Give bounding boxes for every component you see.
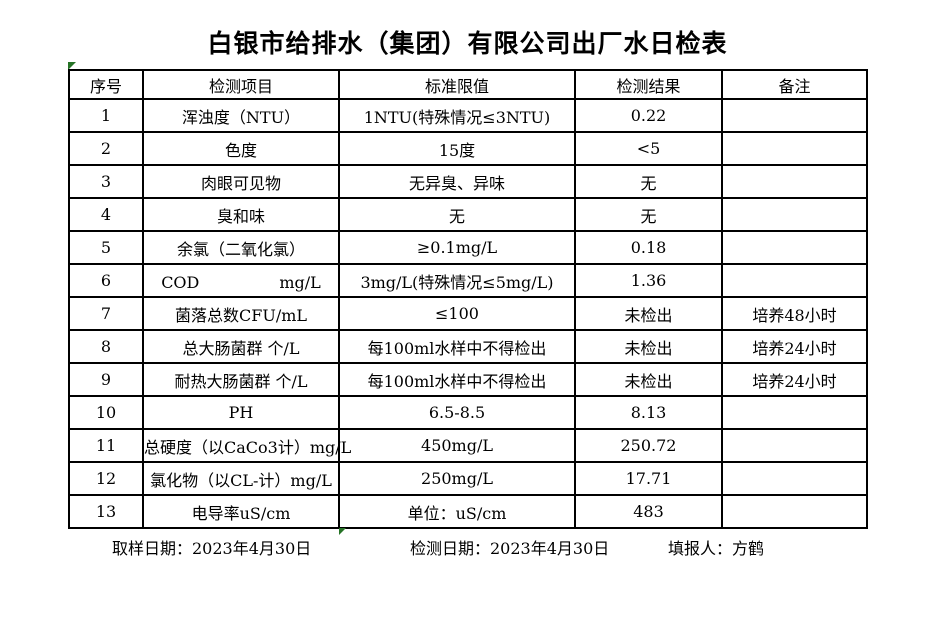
cell-result: 483 bbox=[574, 494, 723, 529]
excel-smart-tag-triangle-icon bbox=[339, 528, 346, 535]
cell-item: 电导率uS/cm bbox=[142, 494, 340, 529]
table-row: 5 余氯（二氧化氯） ≥0.1mg/L 0.18 bbox=[68, 230, 868, 265]
inspection-table: 序号 检测项目 标准限值 检测结果 备注 1 浑浊度（NTU） 1NTU(特殊情况≤… bbox=[68, 69, 868, 529]
cell-limit: 450mg/L bbox=[338, 428, 576, 463]
cell-limit: 1NTU(特殊情况≤3NTU) bbox=[338, 98, 576, 133]
cell-limit: 6.5-8.5 bbox=[338, 395, 576, 430]
cell-result: 未检出 bbox=[574, 362, 723, 397]
cell-index: 12 bbox=[68, 461, 144, 496]
cell-item: 菌落总数CFU/mL bbox=[142, 296, 340, 331]
cell-item: PH bbox=[142, 395, 340, 430]
cell-index: 9 bbox=[68, 362, 144, 397]
table-body: 1 浑浊度（NTU） 1NTU(特殊情况≤3NTU) 0.22 2 色度 15度 <5 3 肉眼可… bbox=[68, 98, 868, 529]
cell-result: 17.71 bbox=[574, 461, 723, 496]
cell-remark bbox=[721, 131, 868, 166]
test-date-label: 检测日期：2023年4月30日 bbox=[410, 539, 610, 558]
cell-index: 8 bbox=[68, 329, 144, 364]
page-title: 白银市给排水（集团）有限公司出厂水日检表 bbox=[207, 29, 728, 58]
column-header-index: 序号 bbox=[68, 69, 144, 100]
cell-index: 6 bbox=[68, 263, 144, 298]
cell-remark bbox=[721, 263, 868, 298]
cell-limit: 每100ml水样中不得检出 bbox=[338, 362, 576, 397]
table-row: 12 氯化物（以CL-计）mg/L 250mg/L 17.71 bbox=[68, 461, 868, 496]
cell-result: 未检出 bbox=[574, 329, 723, 364]
cell-remark bbox=[721, 494, 868, 529]
header-row: 序号 检测项目 标准限值 检测结果 备注 bbox=[68, 69, 868, 100]
cell-item: 肉眼可见物 bbox=[142, 164, 340, 199]
cell-limit: 无异臭、异味 bbox=[338, 164, 576, 199]
cell-limit: 15度 bbox=[338, 131, 576, 166]
cell-limit: 每100ml水样中不得检出 bbox=[338, 329, 576, 364]
table-row: 10 PH 6.5-8.5 8.13 bbox=[68, 395, 868, 430]
cell-item: COD mg/L bbox=[142, 263, 340, 298]
table-row: 4 臭和味无无 bbox=[68, 197, 868, 232]
cell-result: 250.72 bbox=[574, 428, 723, 463]
cell-limit: 3mg/L(特殊情况≤5mg/L) bbox=[338, 263, 576, 298]
cell-remark bbox=[721, 164, 868, 199]
cell-result: 0.18 bbox=[574, 230, 723, 265]
cell-remark: 培养24小时 bbox=[721, 362, 868, 397]
column-header-result: 检测结果 bbox=[574, 69, 723, 100]
cell-index: 5 bbox=[68, 230, 144, 265]
cell-index: 3 bbox=[68, 164, 144, 199]
cell-remark bbox=[721, 98, 868, 133]
table-row: 6 COD mg/L 3mg/L(特殊情况≤5mg/L) 1.36 bbox=[68, 263, 868, 298]
cell-limit: 250mg/L bbox=[338, 461, 576, 496]
table-row: 9 耐热大肠菌群 个/L 每100ml水样中不得检出 未检出 培养24小时 bbox=[68, 362, 868, 397]
cell-remark bbox=[721, 395, 868, 430]
column-header-remark: 备注 bbox=[721, 69, 868, 100]
table-row: 13 电导率uS/cm 单位：uS/cm 483 bbox=[68, 494, 868, 529]
cell-result: 8.13 bbox=[574, 395, 723, 430]
cell-index: 10 bbox=[68, 395, 144, 430]
cell-result: 0.22 bbox=[574, 98, 723, 133]
cell-index: 13 bbox=[68, 494, 144, 529]
cell-item: 总大肠菌群 个/L bbox=[142, 329, 340, 364]
sampling-date-label: 取样日期：2023年4月30日 bbox=[112, 539, 312, 558]
table-row: 7 菌落总数CFU/mL ≤100 未检出 培养48小时 bbox=[68, 296, 868, 331]
cell-item: 余氯（二氧化氯） bbox=[142, 230, 340, 265]
cell-limit: 单位：uS/cm bbox=[338, 494, 576, 529]
cell-remark bbox=[721, 197, 868, 232]
cell-item: 氯化物（以CL-计）mg/L bbox=[142, 461, 340, 496]
cell-remark: 培养48小时 bbox=[721, 296, 868, 331]
cell-item: 色度 bbox=[142, 131, 340, 166]
column-header-item: 检测项目 bbox=[142, 69, 340, 100]
cell-limit: ≤100 bbox=[338, 296, 576, 331]
cell-index: 7 bbox=[68, 296, 144, 331]
cell-index: 2 bbox=[68, 131, 144, 166]
cell-limit: 无 bbox=[338, 197, 576, 232]
cell-result: 无 bbox=[574, 197, 723, 232]
cell-result: 1.36 bbox=[574, 263, 723, 298]
cell-remark: 培养24小时 bbox=[721, 329, 868, 364]
cell-remark bbox=[721, 230, 868, 265]
cell-index: 11 bbox=[68, 428, 144, 463]
cell-remark bbox=[721, 461, 868, 496]
cell-limit: ≥0.1mg/L bbox=[338, 230, 576, 265]
cell-remark bbox=[721, 428, 868, 463]
cell-item: 总硬度（以CaCo3计）mg/L bbox=[142, 428, 351, 463]
table-row: 1 浑浊度（NTU） 1NTU(特殊情况≤3NTU) 0.22 bbox=[68, 98, 868, 133]
cell-result: 未检出 bbox=[574, 296, 723, 331]
table-row: 2 色度 15度 <5 bbox=[68, 131, 868, 166]
reporter-label: 填报人：方鹤 bbox=[668, 539, 765, 558]
table-row: 11 总硬度（以CaCo3计）mg/L 450mg/L 250.72 bbox=[68, 428, 868, 463]
cell-index: 1 bbox=[68, 98, 144, 133]
cell-result: 无 bbox=[574, 164, 723, 199]
cell-result: <5 bbox=[574, 131, 723, 166]
table-row: 3 肉眼可见物 无异臭、异味无 bbox=[68, 164, 868, 199]
cell-index: 4 bbox=[68, 197, 144, 232]
cell-item: 浑浊度（NTU） bbox=[142, 98, 340, 133]
column-header-limit: 标准限值 bbox=[338, 69, 576, 100]
cell-item: 耐热大肠菌群 个/L bbox=[142, 362, 340, 397]
excel-smart-tag-triangle-icon bbox=[68, 62, 76, 70]
table-row: 8 总大肠菌群 个/L 每100ml水样中不得检出 未检出 培养24小时 bbox=[68, 329, 868, 364]
cell-item: 臭和味 bbox=[142, 197, 340, 232]
